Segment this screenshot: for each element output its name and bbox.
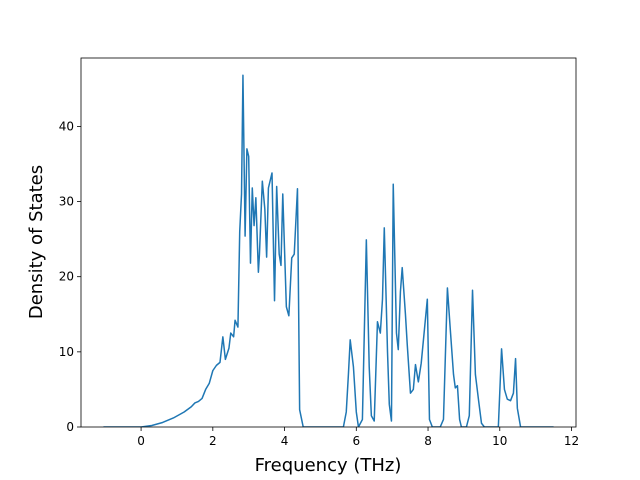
series-line [103, 74, 554, 427]
x-tick-label: 8 [424, 434, 432, 448]
x-tick-label: 10 [492, 434, 507, 448]
y-axis-label: Density of States [26, 165, 47, 319]
y-tick-label: 40 [59, 119, 74, 133]
x-tick-label: 0 [137, 434, 145, 448]
x-axis-label: Frequency (THz) [255, 455, 402, 476]
plot-frame [80, 57, 577, 428]
y-tick-label: 30 [59, 195, 74, 209]
y-tick-label: 0 [66, 420, 74, 434]
y-tick-label: 20 [59, 270, 74, 284]
x-tick-label: 12 [564, 434, 579, 448]
x-tick-label: 4 [281, 434, 289, 448]
x-tick-label: 6 [352, 434, 360, 448]
x-tick-label: 2 [209, 434, 217, 448]
y-tick-label: 10 [59, 345, 74, 359]
